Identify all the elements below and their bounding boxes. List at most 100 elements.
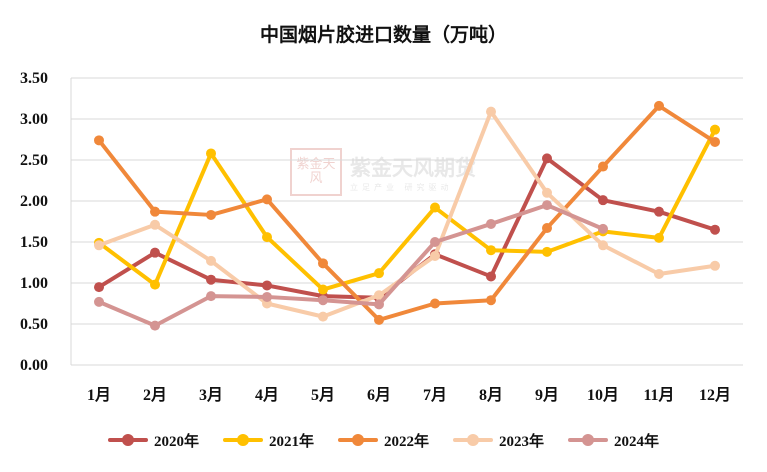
data-point — [206, 255, 216, 266]
series-line — [97, 103, 717, 322]
legend-swatch — [222, 433, 263, 447]
legend-swatch — [107, 433, 148, 447]
data-point — [94, 135, 104, 146]
x-tick-label: 9月 — [535, 386, 559, 404]
data-point — [598, 195, 608, 206]
x-tick-label: 8月 — [479, 386, 503, 404]
y-tick-label: 1.50 — [20, 234, 48, 251]
series-line — [97, 203, 605, 328]
data-point — [262, 291, 272, 302]
x-tick-label: 6月 — [367, 386, 391, 404]
legend-swatch — [337, 433, 378, 447]
data-point — [654, 206, 664, 217]
data-point — [654, 100, 664, 111]
data-point — [318, 258, 328, 269]
data-point — [374, 314, 384, 325]
x-tick-label: 1月 — [87, 386, 111, 404]
legend-swatch — [453, 433, 493, 447]
data-point — [430, 202, 440, 213]
data-point — [486, 218, 496, 229]
y-tick-label: 0.00 — [20, 357, 48, 374]
data-point — [150, 206, 160, 217]
legend: 2020年 2021年 2022年 2023年 2024年 — [0, 428, 767, 452]
data-point — [430, 250, 440, 261]
y-axis-ticks: 0.00 0.50 1.00 1.50 2.00 2.50 3.00 3.50 — [20, 70, 48, 374]
series-line — [97, 127, 717, 292]
y-tick-label: 2.50 — [20, 152, 48, 169]
data-point — [710, 136, 720, 147]
data-point — [542, 223, 552, 234]
legend-label: 2021年 — [268, 433, 314, 450]
series-2020年 — [94, 153, 720, 303]
data-point — [262, 194, 272, 205]
data-point — [262, 232, 272, 243]
legend-item: 2020年 — [107, 428, 199, 452]
data-point — [542, 246, 552, 257]
data-point — [150, 247, 160, 258]
watermark: 紫金天风 紫金天风期货 立足产业 研究驱动 — [290, 148, 476, 196]
x-tick-label: 12月 — [699, 386, 731, 404]
legend-item: 2023年 — [453, 428, 544, 452]
gridlines — [70, 77, 743, 366]
x-tick-label: 2月 — [143, 386, 167, 404]
series-2024年 — [94, 200, 608, 331]
legend-label: 2023年 — [499, 433, 545, 450]
series-2022年 — [94, 100, 720, 325]
data-point — [318, 295, 328, 306]
legend-label: 2022年 — [383, 433, 429, 450]
data-point — [262, 280, 272, 291]
data-point — [94, 240, 104, 251]
data-point — [486, 295, 496, 306]
x-tick-label: 3月 — [199, 386, 223, 404]
series-lines — [94, 100, 720, 331]
x-tick-label: 4月 — [255, 386, 279, 404]
data-point — [374, 299, 384, 310]
data-point — [374, 290, 384, 301]
data-point — [318, 311, 328, 322]
y-tick-label: 3.50 — [20, 70, 48, 87]
data-point — [318, 284, 328, 295]
data-point — [430, 237, 440, 247]
x-tick-label: 5月 — [311, 386, 335, 404]
y-tick-label: 3.00 — [20, 111, 48, 128]
data-point — [542, 153, 552, 164]
data-point — [542, 200, 552, 211]
data-point — [598, 240, 608, 251]
y-tick-label: 2.00 — [20, 193, 48, 210]
data-point — [710, 224, 720, 235]
legend-item: 2022年 — [337, 428, 429, 452]
data-point — [206, 148, 216, 159]
data-point — [710, 260, 720, 271]
x-tick-label: 11月 — [643, 386, 674, 404]
data-point — [206, 209, 216, 220]
data-point — [654, 268, 664, 279]
x-axis-ticks: 1月 2月 3月 4月 5月 6月 7月 8月 9月 10月 11月 12月 — [87, 386, 731, 404]
y-tick-label: 1.00 — [20, 275, 48, 292]
data-point — [598, 223, 608, 234]
data-point — [150, 219, 160, 230]
watermark-subtext: 立足产业 研究驱动 — [350, 182, 453, 192]
data-point — [150, 279, 160, 290]
y-tick-label: 0.50 — [20, 316, 48, 333]
data-point — [654, 232, 664, 243]
data-point — [430, 298, 440, 309]
data-point — [710, 124, 720, 135]
x-tick-label: 7月 — [423, 386, 447, 404]
legend-item: 2024年 — [568, 428, 659, 452]
data-point — [206, 274, 216, 285]
chart-title: 中国烟片胶进口数量（万吨） — [259, 24, 507, 46]
data-point — [94, 296, 104, 307]
data-point — [486, 245, 496, 256]
data-point — [94, 282, 104, 293]
watermark-text: 紫金天风期货 — [350, 154, 476, 180]
data-point — [486, 106, 496, 117]
data-point — [374, 268, 384, 279]
legend-swatch — [568, 433, 609, 447]
watermark-seal: 紫金天风 — [290, 148, 342, 196]
legend-label: 2024年 — [614, 433, 660, 450]
data-point — [150, 320, 160, 331]
data-point — [206, 291, 216, 302]
data-point — [486, 271, 496, 282]
data-point — [542, 187, 552, 198]
